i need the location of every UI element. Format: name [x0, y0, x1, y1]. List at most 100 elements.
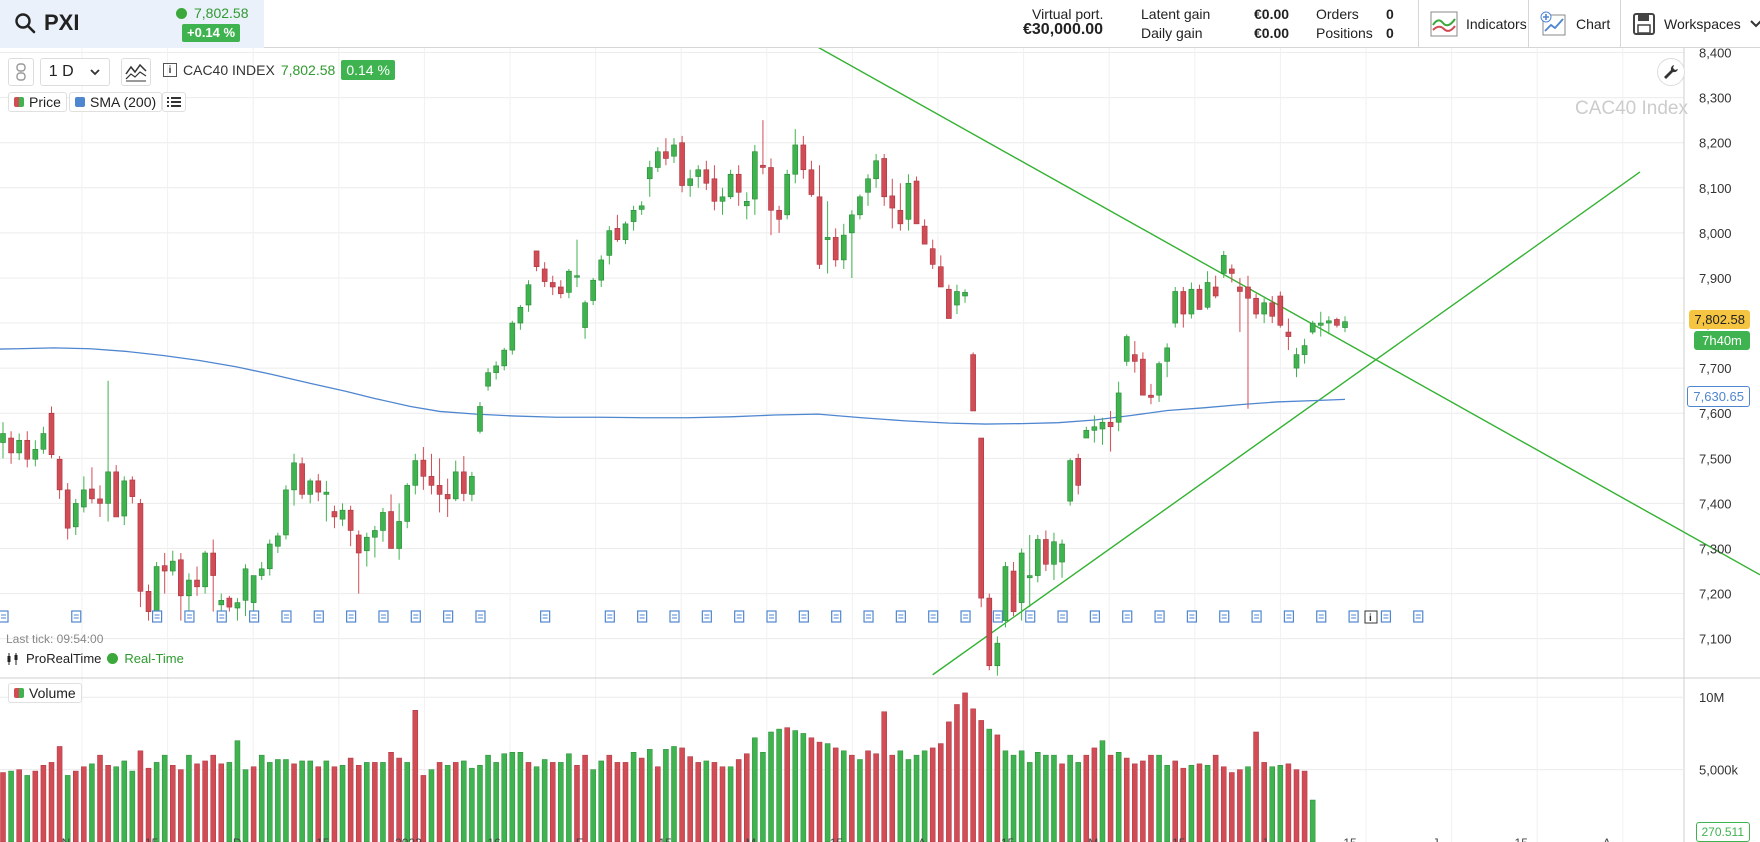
candle — [396, 503, 402, 560]
candle — [970, 352, 976, 412]
candle — [857, 194, 863, 220]
legend-sma[interactable]: SMA (200) — [69, 92, 163, 112]
volume-bar — [283, 759, 289, 842]
candle — [549, 275, 556, 296]
chart-button[interactable]: Chart — [1534, 0, 1616, 48]
candle — [1051, 532, 1057, 581]
candle-body — [388, 511, 394, 549]
event-icon-page — [281, 610, 292, 623]
price-chart[interactable]: i 8,4008,3008,2008,1008,0007,9007,8007,7… — [0, 48, 1760, 842]
legend-volume-label: Volume — [29, 685, 76, 701]
candle-body — [153, 566, 160, 612]
volume-bar — [129, 770, 136, 842]
candle — [994, 636, 1001, 676]
x-tick-label: 15 — [1515, 836, 1529, 842]
search-icon[interactable] — [14, 12, 36, 39]
candle — [105, 380, 111, 522]
volume-bar — [137, 750, 144, 842]
event-icon — [540, 610, 551, 623]
volume-bar — [978, 720, 984, 842]
candle-body — [566, 270, 572, 293]
candle-body — [1002, 566, 1009, 621]
x-tick-label: 15 — [1172, 836, 1186, 842]
candle-body — [1140, 358, 1146, 396]
orders-label[interactable]: Orders — [1316, 6, 1359, 22]
volume-bar — [501, 753, 507, 842]
candle-body — [129, 479, 136, 497]
event-icon-page — [184, 610, 195, 623]
chart-settings-button[interactable] — [1657, 58, 1685, 86]
candle — [784, 169, 790, 220]
indicators-button[interactable]: Indicators — [1424, 0, 1533, 48]
candle-body — [1245, 286, 1251, 299]
candle-body — [24, 439, 31, 460]
volume-bar — [816, 741, 823, 842]
candle — [509, 320, 516, 355]
volume-bar — [420, 775, 427, 842]
countdown-badge: 7h40m — [1694, 331, 1750, 350]
candle — [412, 453, 419, 495]
candle-body — [1253, 297, 1259, 315]
event-icon — [410, 610, 421, 623]
sync-link-button[interactable] — [8, 58, 34, 86]
candle-body — [234, 602, 241, 609]
event-icon-page — [1122, 610, 1133, 623]
candle — [1059, 539, 1065, 578]
candle — [372, 525, 378, 558]
symbol-search[interactable]: PXI 7,802.58 +0.14 % — [0, 0, 264, 48]
volume-bar — [719, 766, 726, 842]
interval-select[interactable]: 1 D — [40, 58, 110, 86]
event-icon-page — [540, 610, 551, 623]
volume-bar — [40, 765, 47, 842]
candle-body — [622, 223, 629, 240]
volume-bar — [1148, 754, 1154, 842]
chart-type-button[interactable] — [121, 58, 151, 86]
candle — [113, 465, 119, 518]
event-icon — [1219, 610, 1230, 623]
volume-bar — [824, 743, 831, 842]
volume-bar — [590, 769, 596, 842]
positions-label[interactable]: Positions — [1316, 25, 1373, 41]
legend-price[interactable]: Price — [8, 92, 67, 112]
candle-body — [1132, 354, 1138, 362]
candle — [275, 532, 281, 554]
event-icon-page — [0, 610, 9, 623]
event-icon — [798, 610, 809, 623]
event-icon — [604, 610, 615, 623]
event-icon — [1316, 610, 1327, 623]
candle — [1123, 334, 1130, 366]
info-icon[interactable]: i — [163, 63, 177, 77]
volume-bar — [1018, 750, 1025, 842]
volume-bar — [1099, 740, 1106, 842]
workspaces-button[interactable]: Workspaces — [1626, 0, 1760, 48]
volume-bar — [250, 766, 257, 842]
volume-bar — [226, 762, 233, 842]
candle-body — [428, 476, 435, 486]
daily-gain-value: €0.00 — [1254, 25, 1290, 41]
y-tick-label: 7,400 — [1699, 496, 1732, 511]
volume-bar — [339, 765, 346, 842]
candle-body — [452, 471, 459, 500]
list-icon — [167, 97, 181, 107]
volume-bar — [493, 762, 499, 842]
candle — [1334, 317, 1340, 328]
event-icon — [992, 610, 1003, 623]
candle-body — [1172, 291, 1179, 324]
candle-body — [1301, 345, 1308, 355]
candle-body — [525, 284, 532, 306]
candle-body — [663, 151, 669, 159]
ticker-symbol[interactable]: PXI — [44, 10, 80, 35]
volume-bar — [1026, 762, 1033, 842]
candle-body — [436, 485, 443, 495]
volume-bar — [808, 737, 815, 842]
candle — [16, 433, 22, 461]
legend-list-button[interactable] — [162, 92, 186, 112]
candle — [1148, 383, 1154, 405]
candle — [1075, 453, 1082, 495]
candle-body — [48, 412, 55, 456]
candle-body — [1277, 295, 1284, 326]
candle — [97, 485, 103, 517]
y-tick-label: 7,100 — [1699, 632, 1732, 647]
legend-volume[interactable]: Volume — [8, 683, 82, 703]
candle-body — [266, 543, 273, 570]
